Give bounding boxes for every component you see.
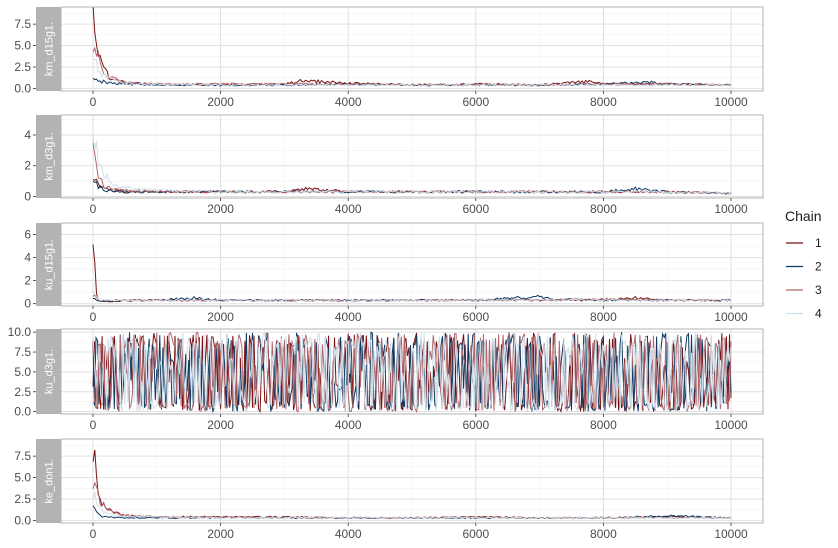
y-tick-label: 5.0 [14,365,31,379]
x-tick-label: 4000 [335,527,362,541]
series-group [92,135,732,195]
series-line-chain-4 [92,290,732,302]
y-tick-label: 0 [24,189,31,203]
x-tick-label: 2000 [207,310,234,324]
x-tick-label: 0 [90,310,97,324]
y-tick-label: 7.5 [14,449,31,463]
series-line-chain-4 [92,58,732,87]
y-tick-label: 0 [24,297,31,311]
facet-strip [36,7,61,91]
series-line-chain-4 [92,331,732,414]
series-line-chain-3 [92,143,732,195]
y-tick-label: 2 [24,274,31,288]
facet-strip [36,329,61,414]
y-tick-label: 4 [24,251,31,265]
y-tick-label: 0.0 [14,81,31,95]
chain-legend: Chain 1 2 3 4 [784,208,822,324]
y-tick-label: 0.0 [14,405,31,419]
legend-title: Chain [785,208,822,224]
y-tick-label: 7.5 [14,17,31,31]
x-tick-label: 0 [90,202,97,216]
facet-panels: km_d15g1.0.02.55.07.50 2000 4000 6000 8000 10… [8,6,764,541]
facet-strip-label: ke_don1. [44,458,56,503]
y-tick-label: 4 [24,128,31,142]
y-tick-label: 5.0 [14,39,31,53]
series-line-chain-3 [92,46,732,87]
y-tick-label: 10.0 [8,325,32,339]
x-tick-label: 6000 [462,202,489,216]
y-tick-label: 7.5 [14,345,31,359]
facet-strip-label: km_d15g1. [44,22,56,76]
y-tick-label: 2.5 [14,492,31,506]
x-tick-label: 2000 [207,202,234,216]
panel-1: km_d15g1. 0.0 2.5 5.0 7.5 0 2000 4000 6000 8000 10… [14,6,764,109]
facet-strip [36,115,61,198]
x-tick-label: 10000 [714,95,748,109]
legend-label-chain-3: 3 [815,283,822,297]
y-tick-label: 2.5 [14,60,31,74]
x-tick-label: 2000 [207,95,234,109]
facet-strip-label: km_d3g1. [44,132,56,180]
x-tick-label: 8000 [590,310,617,324]
x-tick-label: 2000 [207,418,234,432]
x-tick-label: 4000 [335,418,362,432]
x-tick-label: 4000 [335,95,362,109]
panel-5: ke_don1. 0.0 2.5 5.0 7.5 0 2000 4000 6000 8000 100… [14,438,764,541]
series-line-chain-4 [92,135,732,195]
facet-strip [36,439,61,523]
x-tick-label: 10000 [714,310,748,324]
x-tick-label: 8000 [590,202,617,216]
x-tick-label: 0 [90,418,97,432]
series-line-chain-2 [92,331,732,414]
x-tick-label: 6000 [462,95,489,109]
y-tick-label: 6 [24,228,31,242]
panel-2: km_d3g1. 0 2 4 0 2000 4000 6000 8000 10000 [24,114,764,216]
facet-strip-label: ku_d15g1. [44,239,56,290]
panel-3: ku_d15g1. 0 2 4 6 0 2000 4000 6000 8000 10000 [24,222,764,324]
x-tick-label: 6000 [462,310,489,324]
x-tick-label: 2000 [207,527,234,541]
facet-strip-label: ku_d3g1. [44,349,56,394]
legend-label-chain-1: 1 [815,236,822,250]
x-tick-label: 4000 [335,310,362,324]
series-group [92,7,732,87]
x-tick-label: 4000 [335,202,362,216]
x-tick-label: 8000 [590,95,617,109]
x-tick-label: 8000 [590,527,617,541]
series-group [92,449,732,520]
x-tick-label: 10000 [714,418,748,432]
y-tick-label: 2.5 [14,385,31,399]
legend-label-chain-2: 2 [815,260,822,274]
x-tick-label: 6000 [462,418,489,432]
series-line-chain-1 [92,332,732,414]
x-tick-label: 0 [90,527,97,541]
x-tick-label: 10000 [714,202,748,216]
facet-strip [36,223,61,306]
y-tick-label: 0.0 [14,513,31,527]
y-tick-label: 5.0 [14,471,31,485]
series-group [92,331,732,414]
y-tick-label: 2 [24,159,31,173]
series-line-chain-4 [92,491,732,520]
x-tick-label: 0 [90,95,97,109]
x-tick-label: 10000 [714,527,748,541]
x-tick-label: 6000 [462,527,489,541]
x-tick-label: 8000 [590,418,617,432]
legend-label-chain-4: 4 [815,307,822,321]
series-group [92,244,732,303]
panel-4: ku_d3g1. 0.0 2.5 5.0 7.5 10.0 0 2000 4000 6000 800… [8,325,764,432]
